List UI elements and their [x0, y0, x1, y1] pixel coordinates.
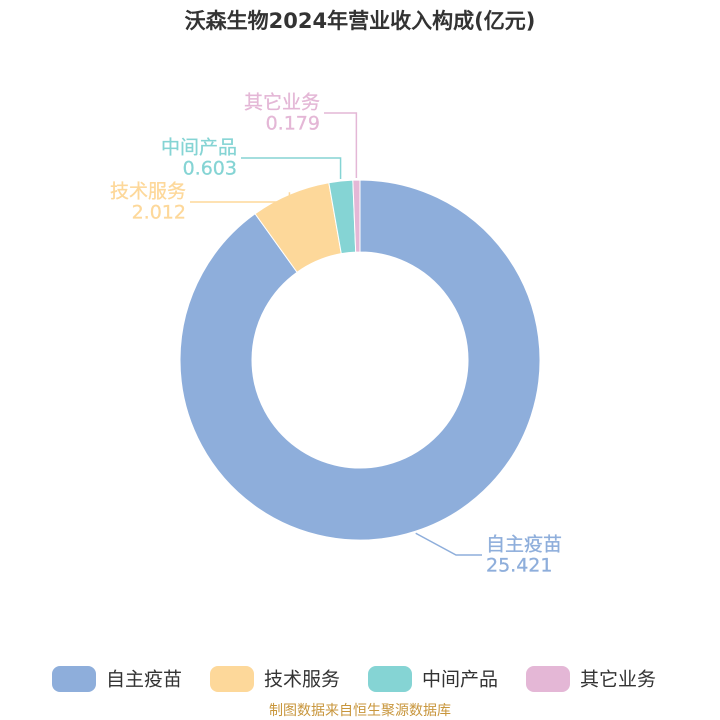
data-label-value: 0.179	[266, 113, 320, 135]
donut-slice	[179, 179, 541, 541]
chart-title: 沃森生物2024年营业收入构成(亿元)	[185, 9, 536, 33]
data-label-name: 中间产品	[161, 137, 237, 159]
leader-line	[415, 532, 482, 556]
legend-label: 技术服务	[264, 669, 340, 691]
leader-line	[324, 112, 358, 179]
legend-label: 自主疫苗	[106, 669, 182, 691]
donut-slice	[352, 179, 361, 253]
legend-label: 中间产品	[422, 669, 498, 691]
source-note: 制图数据来自恒生聚源数据库	[269, 703, 451, 719]
leader-line	[241, 157, 342, 180]
legend-swatch	[210, 666, 254, 692]
data-label-name: 其它业务	[244, 92, 320, 114]
data-label-name: 自主疫苗	[486, 534, 562, 556]
data-label-value: 0.603	[183, 158, 237, 180]
leader-line	[190, 192, 291, 203]
legend-swatch	[368, 666, 412, 692]
data-label-value: 2.012	[132, 202, 186, 224]
data-label-name: 技术服务	[110, 181, 186, 203]
data-label-value: 25.421	[486, 555, 552, 577]
legend-label: 其它业务	[580, 669, 656, 691]
legend-swatch	[52, 666, 96, 692]
legend-swatch	[526, 666, 570, 692]
